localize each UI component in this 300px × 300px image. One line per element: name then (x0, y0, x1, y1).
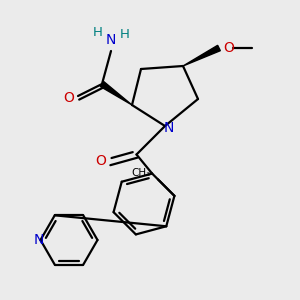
Text: N: N (164, 121, 174, 134)
Text: H: H (93, 26, 102, 40)
Text: O: O (64, 91, 74, 104)
Text: N: N (106, 34, 116, 47)
Text: CH₃: CH₃ (131, 168, 150, 178)
Text: O: O (223, 41, 234, 55)
Polygon shape (100, 82, 132, 105)
Text: H: H (120, 28, 129, 41)
Text: O: O (95, 154, 106, 167)
Polygon shape (183, 45, 220, 66)
Text: N: N (34, 233, 44, 247)
